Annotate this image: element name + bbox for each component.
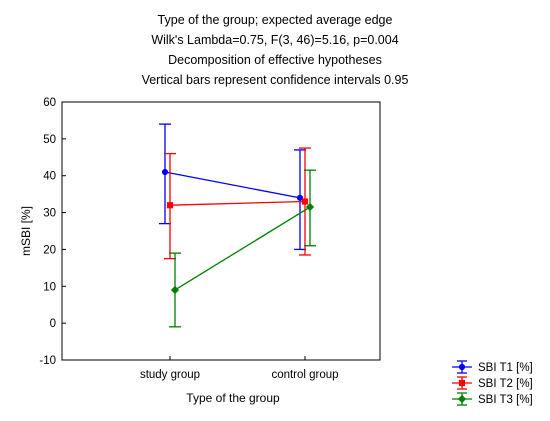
- x-axis: study group control group: [140, 356, 339, 381]
- series-line-2: [169, 200, 306, 206]
- chart-title: Type of the group; expected average edge…: [142, 13, 409, 87]
- legend-marker: [458, 363, 466, 371]
- data-point: [170, 285, 180, 295]
- y-tick-label: -10: [39, 355, 56, 367]
- series-line-3: [174, 206, 311, 291]
- series-1: [159, 123, 306, 251]
- legend-marker: [458, 379, 466, 387]
- x-tick-label: study group: [140, 369, 200, 381]
- data-point: [301, 198, 309, 205]
- x-tick-label: control group: [271, 369, 338, 381]
- data-point: [305, 202, 315, 212]
- y-tick-label: 20: [43, 244, 56, 256]
- y-tick-label: 0: [50, 318, 56, 330]
- legend-entry-1: SBI T1 [%]: [478, 362, 533, 374]
- data-point: [296, 194, 304, 201]
- legend-entry-3: SBI T3 [%]: [478, 394, 533, 406]
- x-axis-label: Type of the group: [186, 391, 280, 405]
- series-3: [169, 169, 316, 328]
- title-line-1: Type of the group; expected average edge: [158, 13, 393, 27]
- title-line-2: Wilk's Lambda=0.75, F(3, 46)=5.16, p=0.0…: [151, 33, 398, 47]
- data-point: [166, 202, 174, 209]
- series-layer: [159, 123, 316, 328]
- title-line-3: Decomposition of effective hypotheses: [168, 53, 382, 67]
- title-line-4: Vertical bars represent confidence inter…: [142, 73, 409, 87]
- y-tick-label: 50: [43, 134, 56, 146]
- series-line-1: [164, 171, 301, 199]
- y-tick-label: 10: [43, 281, 56, 293]
- legend: SBI T1 [%] SBI T2 [%] SBI T3 [%]: [452, 360, 533, 406]
- y-tick-label: 60: [43, 97, 56, 109]
- data-point: [161, 168, 169, 176]
- series-2: [164, 147, 311, 260]
- plot-frame: [61, 101, 381, 361]
- y-tick-label: 40: [43, 171, 56, 183]
- y-axis: -10 0 10 20 30 40 50 60: [39, 97, 66, 367]
- legend-entry-2: SBI T2 [%]: [478, 378, 533, 390]
- y-tick-label: 30: [43, 208, 56, 220]
- y-axis-label: mSBI [%]: [19, 206, 33, 256]
- legend-marker: [457, 394, 467, 404]
